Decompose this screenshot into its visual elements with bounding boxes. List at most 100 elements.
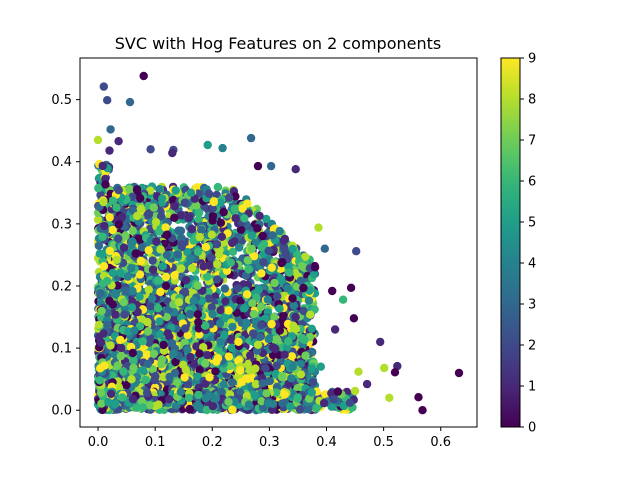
data-point [414,393,423,402]
data-point [98,232,107,241]
data-point [299,306,308,316]
colorbar-tick-label: 7 [528,134,536,149]
data-point [207,230,217,239]
data-point [259,258,268,267]
data-point [225,361,235,371]
data-point [138,337,147,346]
data-point [105,246,115,256]
y-axis: 0.00.10.20.30.40.5 [51,93,80,419]
data-point [183,248,192,257]
data-point [385,393,394,402]
data-point [352,247,361,256]
data-point [329,395,338,404]
data-point [319,398,329,408]
data-point [115,268,125,277]
data-point [96,364,105,373]
data-point [203,140,212,150]
data-point [119,243,129,252]
data-point [153,304,163,313]
data-point [159,340,168,350]
data-point [146,301,155,311]
data-point [194,215,203,224]
data-point [224,352,233,361]
data-point [94,183,103,193]
data-point [137,243,147,252]
data-point [256,332,265,341]
data-point [151,217,161,227]
data-point [226,334,235,344]
data-point [111,290,120,299]
data-point [224,397,233,406]
data-point [98,161,107,171]
data-point [362,379,372,389]
data-point [212,357,221,366]
data-point [333,387,343,396]
data-point [208,204,217,213]
data-point [215,319,225,328]
data-point [204,294,213,303]
data-point [253,340,263,349]
data-point [124,327,133,336]
data-point [285,402,295,411]
data-point [201,379,210,388]
data-point [189,296,198,306]
data-point [144,210,154,219]
data-point [288,362,297,371]
data-point [125,97,135,107]
data-point [380,363,389,373]
data-point [249,252,259,261]
data-point [114,234,123,243]
data-point [108,196,118,205]
data-point [170,368,180,378]
data-point [189,359,198,368]
data-point [236,296,245,306]
data-point [275,304,284,313]
data-point [280,350,289,359]
data-point [304,296,314,305]
data-point [262,389,271,398]
colorbar-tick-label: 6 [528,175,536,190]
y-tick-label: 0.0 [51,404,72,419]
data-point [193,310,203,319]
data-point [202,272,212,281]
colorbar-tick-label: 3 [528,298,536,313]
data-point [180,373,189,382]
data-point [136,256,146,266]
data-point [106,125,115,134]
data-point [227,378,237,387]
data-point [191,201,201,210]
data-point [231,214,240,223]
data-point [157,360,166,369]
data-point [271,388,281,397]
x-tick-label: 0.1 [145,435,166,450]
data-point [227,344,237,353]
data-point [224,306,233,315]
data-point [316,362,325,371]
data-point [267,319,276,329]
plot-frame [79,57,478,428]
data-point [244,265,253,274]
data-point [212,240,222,249]
data-point [346,283,356,292]
data-point [307,388,316,397]
data-point [129,363,138,373]
data-point [219,207,228,217]
data-point [117,212,127,222]
data-point [123,272,132,281]
data-point [143,327,153,336]
data-point [135,292,144,301]
data-point [181,324,190,333]
data-point [220,284,230,293]
data-point [270,278,279,288]
data-point [184,393,194,403]
data-point [221,297,230,306]
data-point [261,364,270,373]
data-point [279,236,289,245]
data-point [106,389,116,399]
data-point [304,404,313,414]
data-point [181,275,191,285]
data-point [289,301,298,310]
data-point [296,370,306,379]
data-point [207,253,216,262]
data-point [201,243,211,252]
